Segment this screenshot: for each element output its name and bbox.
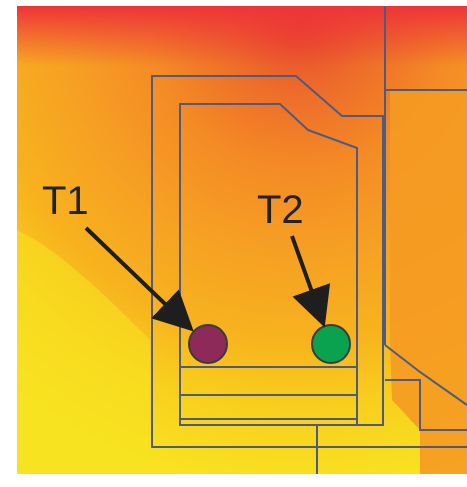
lower-step-outline (384, 344, 467, 406)
t1-arrow (84, 226, 194, 332)
t2-label: T2 (257, 188, 304, 232)
outer-outline (151, 75, 384, 448)
inner-outline (179, 103, 358, 426)
cool-zone (17, 230, 150, 474)
t2-arrow (290, 235, 331, 328)
t1-label: T1 (42, 179, 89, 223)
t2-marker (311, 324, 351, 364)
section-outlines (151, 6, 467, 474)
right-zone (390, 90, 467, 474)
hot-band (17, 6, 467, 66)
right-step-outline (385, 379, 467, 431)
t1-marker (188, 324, 228, 364)
